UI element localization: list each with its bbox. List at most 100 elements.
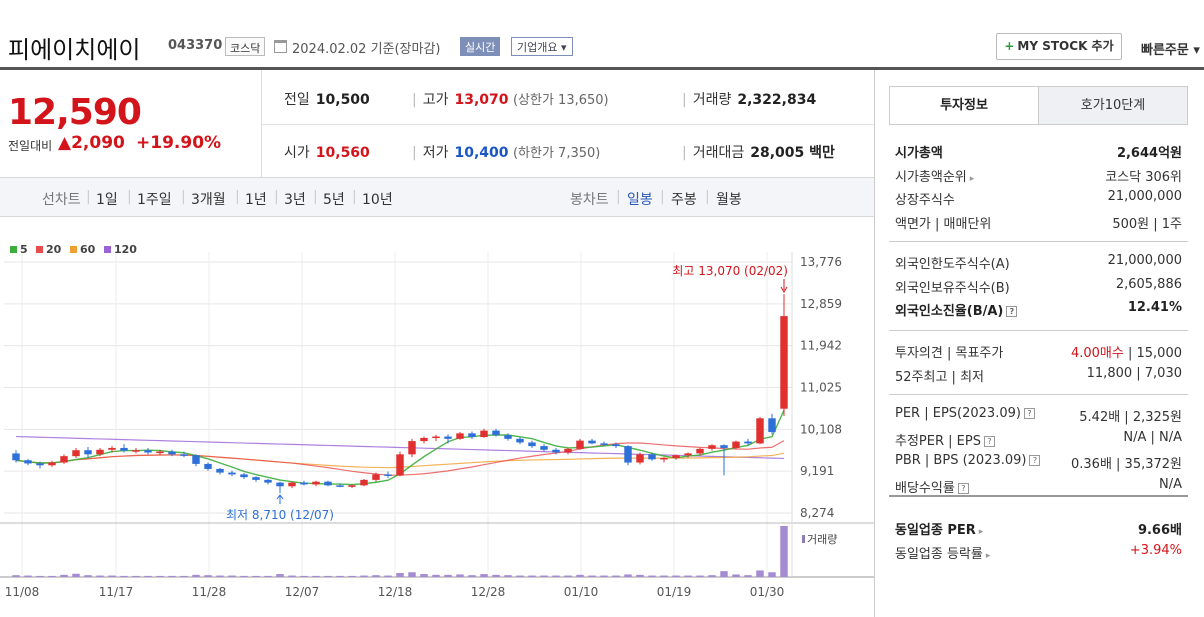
info-row: PER | EPS(2023.09)? 5.42배 | 2,325원 xyxy=(895,406,1182,428)
candle-body xyxy=(372,474,380,480)
tab-order-book[interactable]: 호가10단계 xyxy=(1038,86,1188,125)
info-label: 시가총액 xyxy=(895,146,943,161)
info-row: 외국인소진율(B/A)? 12.41% xyxy=(895,300,1182,322)
high-value: 13,070 xyxy=(454,92,509,108)
info-divider xyxy=(889,241,1188,242)
prev-close: 전일 10,500 xyxy=(284,89,370,109)
x-tick-label: 11/28 xyxy=(192,585,227,599)
tab-investment-info[interactable]: 투자정보 xyxy=(889,86,1039,125)
corp-info-dropdown[interactable]: 기업개요 ▾ xyxy=(511,37,573,56)
candle-body xyxy=(96,449,104,455)
candle-daily[interactable]: 일봉 xyxy=(627,192,653,208)
volume-bar xyxy=(720,571,728,577)
volume-bar xyxy=(384,575,392,577)
quick-order-button[interactable]: 빠른주문 ▾ xyxy=(1141,43,1200,58)
candle-body xyxy=(396,454,404,476)
legend-swatch xyxy=(10,246,17,253)
candle-body xyxy=(240,474,248,478)
price-chart[interactable]: 13,776 12,859 11,942 11,025 10,108 9,191 8,274… xyxy=(0,217,874,617)
realtime-button[interactable]: 실시간 xyxy=(460,37,501,56)
volume-bar xyxy=(36,575,44,577)
candle-body xyxy=(540,446,548,450)
add-mystock-button[interactable]: + MY STOCK 추가 xyxy=(996,33,1122,60)
volume-bar xyxy=(636,574,644,577)
info-row[interactable]: 동일업종 등락률 ▸ +3.94% xyxy=(895,543,1182,565)
candle-body xyxy=(720,445,728,448)
help-icon[interactable]: ? xyxy=(1006,306,1018,317)
volume-bar xyxy=(336,575,344,577)
y-tick-label: 11,942 xyxy=(800,339,842,353)
candle-body xyxy=(216,468,224,473)
candle-weekly[interactable]: 주봉 xyxy=(671,192,697,208)
price-summary: 전일 10,500 | 고가 13,070 (상한가 13,650) | 거래량 2,32… xyxy=(262,70,874,177)
volume-bar xyxy=(516,575,524,577)
period-10y[interactable]: 10년 xyxy=(362,192,393,208)
candle-body xyxy=(24,460,32,464)
candle-body xyxy=(492,430,500,436)
volume-bar xyxy=(360,575,368,577)
candle-monthly[interactable]: 월봉 xyxy=(716,192,742,208)
volume-bar xyxy=(504,575,512,577)
volume-label: 거래량 xyxy=(692,92,732,108)
candle-body xyxy=(624,446,632,463)
period-3m[interactable]: 3개월 xyxy=(191,192,226,208)
volume-bar xyxy=(72,573,80,577)
min-label: 최저 8,710 (12/07) xyxy=(226,508,334,522)
volume-bar xyxy=(672,575,680,577)
min-arrow-head xyxy=(276,494,284,500)
candle-body xyxy=(36,463,44,466)
period-1w[interactable]: 1주일 xyxy=(137,192,172,208)
info-row: 액면가 | 매매단위 500원 | 1주 xyxy=(895,213,1182,235)
help-icon[interactable]: ? xyxy=(1023,408,1035,419)
candle-body xyxy=(768,418,776,432)
candle-body xyxy=(60,456,68,463)
info-value: 4.00매수 | 15,000 xyxy=(1070,346,1182,361)
info-value: 2,605,886 xyxy=(1115,276,1182,292)
candle-body xyxy=(504,435,512,439)
info-label: 투자의견 | 목표주가 xyxy=(895,346,1004,361)
y-tick-label: 10,108 xyxy=(800,422,842,436)
period-1y[interactable]: 1년 xyxy=(245,192,267,208)
period-5y[interactable]: 5년 xyxy=(323,192,345,208)
volume-bar xyxy=(12,575,20,577)
legend-label: 5 xyxy=(20,243,28,256)
candle-body xyxy=(252,477,260,480)
info-row[interactable]: 시가총액순위 ▸ 코스닥 306위 xyxy=(895,166,1182,188)
volume-bar xyxy=(456,574,464,577)
help-icon[interactable]: ? xyxy=(1029,455,1041,466)
volume-label: 거래량 xyxy=(807,533,837,546)
volume-bar xyxy=(252,575,260,577)
stock-code: 043370 xyxy=(168,38,223,53)
volume-bar xyxy=(216,575,224,577)
info-row: 투자의견 | 목표주가 4.00매수 | 15,000 xyxy=(895,342,1182,364)
info-value: 9.66배 xyxy=(1137,523,1182,538)
prev-close-value: 10,500 xyxy=(315,92,370,108)
x-tick-label: 01/30 xyxy=(750,585,785,599)
candle-body xyxy=(696,448,704,454)
volume-bar xyxy=(540,575,548,577)
volume-bar xyxy=(444,574,452,577)
volume-bar xyxy=(396,572,404,577)
volume-bar xyxy=(420,574,428,577)
volume-bar xyxy=(552,575,560,577)
line-chart-label: 선차트 xyxy=(42,192,81,208)
candle-body xyxy=(564,448,572,453)
period-1d[interactable]: 1일 xyxy=(96,192,118,208)
help-icon[interactable]: ? xyxy=(957,482,969,494)
info-value: 21,000,000 xyxy=(1107,253,1182,268)
candle-body xyxy=(192,455,200,464)
info-row[interactable]: 동일업종 PER ▸ 9.66배 xyxy=(895,519,1182,541)
candle-body xyxy=(204,463,212,469)
x-tick-label: 11/17 xyxy=(99,585,134,599)
info-row: 배당수익률? N/A xyxy=(895,477,1182,499)
current-price-box: 12,590 전일대비 ▲2,090 +19.90% xyxy=(0,70,262,177)
y-tick-label: 11,025 xyxy=(800,381,842,395)
legend-swatch xyxy=(36,246,43,253)
diff-value: ▲2,090 xyxy=(58,133,125,153)
help-icon[interactable]: ? xyxy=(983,435,995,447)
info-value: 5.42배 | 2,325원 xyxy=(1079,410,1182,425)
info-value: 21,000,000 xyxy=(1107,189,1182,204)
period-3y[interactable]: 3년 xyxy=(284,192,306,208)
volume-bar xyxy=(408,572,416,577)
candle-body xyxy=(528,442,536,447)
